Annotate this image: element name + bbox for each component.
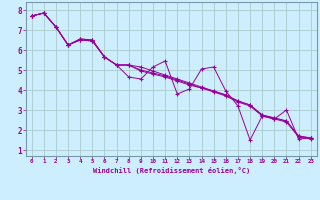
X-axis label: Windchill (Refroidissement éolien,°C): Windchill (Refroidissement éolien,°C) (92, 167, 250, 174)
